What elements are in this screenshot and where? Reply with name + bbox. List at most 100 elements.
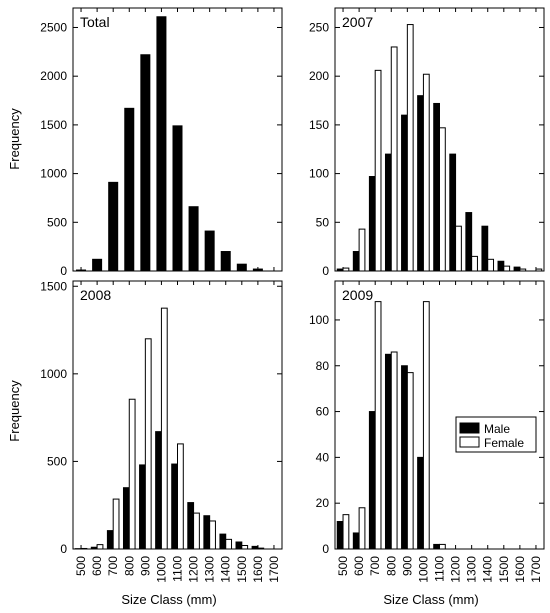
bar-male — [336, 521, 344, 550]
x-tick-label: 1500 — [497, 556, 511, 583]
bar-male — [90, 546, 98, 550]
bar-total — [76, 269, 87, 272]
panel-2007: 2007 0 50 100 150 200 250 — [309, 7, 545, 278]
x-tick-label: 1400 — [481, 556, 495, 583]
bar-female — [406, 372, 414, 550]
x-tick-label: 1000 — [154, 556, 168, 583]
y-tick-label: 1000 — [40, 167, 67, 181]
bar-total — [124, 107, 135, 272]
bar-female — [342, 267, 350, 272]
x-axis-title-right: Size Class (mm) — [383, 592, 478, 607]
bar-total — [236, 263, 247, 272]
bar-male — [139, 464, 146, 550]
bar-male — [352, 532, 360, 550]
y-tick-label: 0 — [322, 264, 329, 278]
bar-male — [417, 95, 424, 272]
x-tick-label: 1200 — [187, 556, 201, 583]
x-tick-label: 600 — [352, 556, 366, 576]
bar-male — [203, 515, 211, 550]
bar-male — [401, 114, 408, 272]
bar-male — [336, 268, 344, 272]
bar-female — [471, 255, 478, 272]
x-tick-label: 1300 — [203, 556, 217, 583]
bar-female — [535, 268, 543, 272]
bar-female — [225, 538, 233, 550]
x-tick-label: 1700 — [267, 556, 281, 583]
x-tick-label: 800 — [384, 556, 398, 576]
bar-female — [177, 443, 184, 550]
y-axis-title-bottom: Frequency — [7, 380, 22, 442]
bar-female — [422, 301, 430, 550]
legend-swatch-female — [459, 436, 480, 448]
bar-female — [374, 301, 382, 550]
bar-female — [128, 398, 136, 550]
bar-male — [465, 212, 473, 272]
y-tick-label: 500 — [47, 215, 67, 229]
legend-label-male: Male — [484, 422, 510, 436]
panel-Total: Total 0 500 1000 1500 2000 2500 — [40, 7, 283, 278]
bar-male — [384, 153, 392, 272]
y-tick-label: 1000 — [40, 367, 67, 381]
y-tick-label: 100 — [309, 313, 329, 327]
y-tick-label: 0 — [322, 542, 329, 556]
bar-female — [455, 225, 462, 272]
bar-male — [187, 502, 195, 550]
x-tick-label: 1100 — [433, 556, 447, 582]
bar-male — [513, 266, 521, 272]
bar-female — [390, 46, 398, 272]
bar-female — [144, 338, 152, 550]
x-tick-label: 1700 — [529, 556, 543, 583]
y-tick-label: 200 — [309, 69, 329, 83]
legend-swatch-male — [459, 422, 480, 434]
bar-male — [449, 153, 457, 272]
x-tick-label: 900 — [138, 556, 152, 576]
x-tick-label: 1600 — [251, 556, 265, 583]
y-tick-label: 250 — [309, 20, 329, 34]
x-tick-label: 700 — [368, 556, 382, 576]
bar-male — [401, 365, 408, 550]
y-tick-label: 40 — [316, 450, 330, 464]
bar-male — [235, 541, 243, 550]
bar-total — [252, 268, 263, 272]
x-tick-label: 600 — [90, 556, 104, 576]
bar-female — [241, 544, 249, 550]
x-tick-label: 500 — [74, 556, 88, 576]
bar-female — [503, 265, 511, 272]
bar-female — [112, 498, 120, 550]
bar-female — [358, 507, 366, 550]
y-tick-label: 20 — [316, 496, 330, 510]
bar-total — [156, 16, 167, 272]
bar-total — [92, 258, 103, 272]
bar-male — [384, 353, 392, 550]
x-tick-label: 1100 — [171, 556, 185, 582]
bar-female — [439, 543, 446, 550]
bar-total — [172, 125, 183, 272]
x-tick-label: 1000 — [416, 556, 430, 583]
bar-female — [96, 544, 104, 550]
x-tick-label: 800 — [122, 556, 136, 576]
bar-male — [417, 456, 424, 550]
bar-female — [390, 351, 398, 550]
bar-male — [251, 545, 259, 550]
y-tick-label: 60 — [316, 405, 330, 419]
panel-title: 2007 — [342, 14, 373, 30]
bar-female — [406, 24, 414, 272]
bar-female — [422, 73, 430, 272]
bar-male — [433, 543, 441, 550]
x-tick-label: 700 — [106, 556, 120, 576]
bar-female — [209, 520, 216, 550]
y-tick-label: 500 — [47, 454, 67, 468]
y-tick-label: 100 — [309, 167, 329, 181]
bar-female — [439, 127, 446, 272]
y-tick-label: 1500 — [40, 279, 67, 293]
bar-female — [80, 547, 88, 550]
bar-male — [368, 411, 376, 550]
x-tick-label: 900 — [400, 556, 414, 576]
bar-male — [171, 463, 179, 550]
plot-frame — [334, 280, 545, 550]
bar-female — [358, 228, 366, 272]
